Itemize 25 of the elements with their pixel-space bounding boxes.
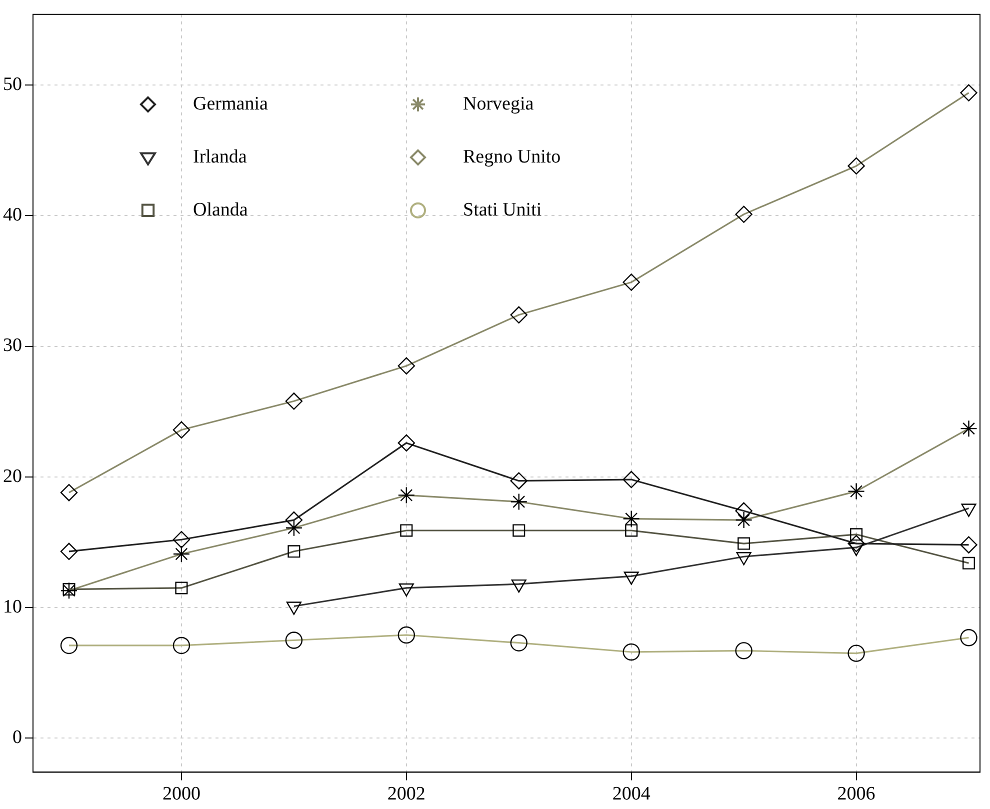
x-tick-label: 2002 xyxy=(387,784,426,805)
y-tick-label: 20 xyxy=(3,466,22,487)
point xyxy=(398,434,415,452)
y-tick-label: 30 xyxy=(3,335,22,356)
legend-label: Stati Uniti xyxy=(463,199,542,220)
point xyxy=(285,511,303,529)
legend-label: Regno Unito xyxy=(463,146,561,168)
y-tick-label: 10 xyxy=(3,596,22,618)
y-tick-label: 50 xyxy=(3,74,22,95)
point xyxy=(510,472,528,490)
x-tick-label: 2004 xyxy=(612,784,651,805)
point xyxy=(60,542,78,560)
x-tick-label: 2006 xyxy=(837,784,876,805)
legend-label: Irlanda xyxy=(193,146,248,168)
point xyxy=(172,531,190,548)
legend-label: Germania xyxy=(193,93,268,114)
point xyxy=(622,470,640,488)
x-tick-label: 2000 xyxy=(162,784,200,805)
point xyxy=(848,534,865,552)
y-tick-label: 0 xyxy=(12,727,22,748)
point xyxy=(960,536,978,554)
y-tick-label: 40 xyxy=(3,204,22,226)
point xyxy=(735,502,752,520)
legend-label: Norvegia xyxy=(463,93,534,114)
legend-label: Olanda xyxy=(193,199,248,220)
